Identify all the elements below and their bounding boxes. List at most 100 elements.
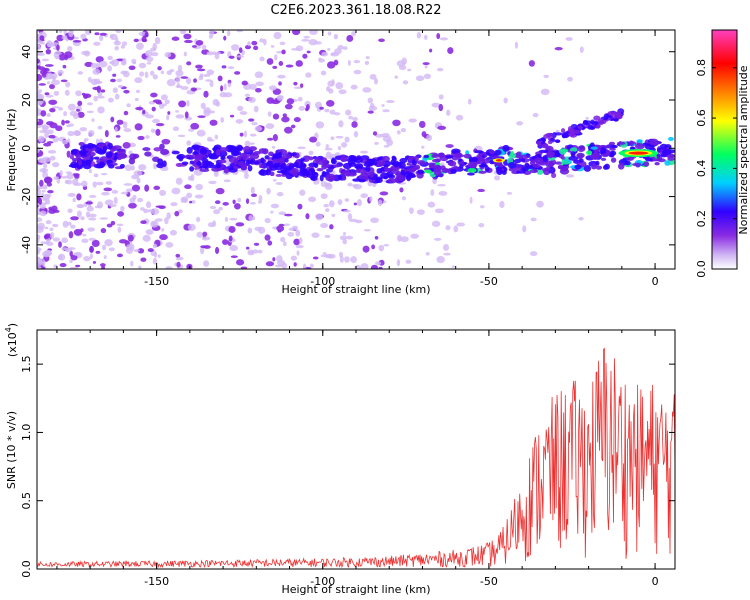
spectrogram-ridge-blob xyxy=(609,147,616,151)
spectrogram-blob xyxy=(77,204,84,209)
spectrogram-ridge-blob xyxy=(632,162,642,167)
spectrogram-ridge-blob xyxy=(274,164,282,171)
spectrogram-ridge-blob xyxy=(447,161,454,166)
spectrogram-ridge-blob xyxy=(220,156,226,161)
spectrogram-blob xyxy=(554,46,563,51)
spectrogram-blob xyxy=(343,231,347,236)
spectrogram-blob xyxy=(37,65,41,70)
spectrogram-blob xyxy=(330,136,335,141)
spectrogram-blob xyxy=(290,255,298,261)
spectrogram-ridge-blob xyxy=(635,143,645,150)
spectrogram-ridge-blob xyxy=(532,164,541,168)
spectrogram-blob xyxy=(159,189,167,197)
spectrogram-blob xyxy=(151,52,159,57)
spectrogram-blob xyxy=(165,266,173,269)
spectrogram-ridge-blob xyxy=(542,155,548,162)
spectrogram-blob xyxy=(347,213,353,221)
spectrogram-blob xyxy=(341,142,348,148)
spectrogram-blob xyxy=(223,35,227,41)
spectrogram-ridge-blob xyxy=(245,159,251,167)
spectrogram-blob xyxy=(215,101,221,107)
spectrogram-ridge-blob xyxy=(365,165,371,172)
spectrogram-ridge-blob xyxy=(75,152,82,160)
spectrogram-blob xyxy=(175,256,184,261)
spectrogram-blob xyxy=(237,197,242,203)
spectrogram-blob xyxy=(494,175,501,181)
spectrogram-blob xyxy=(38,259,43,265)
spectrogram-blob xyxy=(138,164,147,171)
spectrogram-ridge-blob xyxy=(272,155,279,159)
spectrogram-blob xyxy=(301,39,310,42)
spectrogram-blob xyxy=(451,265,456,268)
spectrogram-blob xyxy=(585,116,589,120)
snr-ytick-label: 0.0 xyxy=(20,560,33,578)
spectrogram-blob xyxy=(93,78,101,85)
spectrogram-blob xyxy=(185,77,192,85)
spectrogram-blob xyxy=(248,118,255,122)
spectrogram-blob xyxy=(215,187,225,195)
spectrogram-blob xyxy=(74,174,80,179)
spectrogram-blob xyxy=(116,78,123,83)
spectrogram-blob xyxy=(37,222,45,230)
spectrogram-ridge-blob xyxy=(493,155,499,159)
spectrogram-blob xyxy=(373,78,379,85)
spectrogram-blob xyxy=(107,55,113,61)
snr-ytick-label: 1.5 xyxy=(20,355,33,373)
spectrogram-blob xyxy=(88,168,92,174)
spectrogram-blob xyxy=(203,109,211,117)
spectrogram-ridge-blob xyxy=(586,150,593,155)
spectrogram-ridge-blob xyxy=(308,168,315,173)
spectrogram-blob xyxy=(337,146,342,151)
spectrogram-blob xyxy=(60,175,70,179)
spectrogram-ridge-blob xyxy=(277,152,283,159)
spectrogram-ridge-blob xyxy=(192,151,200,156)
spectrogram-ridge-blob xyxy=(390,159,396,166)
spectrogram-blob xyxy=(147,248,154,253)
spectrogram-blob xyxy=(264,217,271,224)
spectrogram-ridge-blob xyxy=(569,147,578,152)
spectrogram-blob xyxy=(319,106,324,110)
spectrogram-ridge-blob xyxy=(218,159,227,164)
spectrogram-blob xyxy=(506,192,513,195)
spectrogram-blob xyxy=(152,243,158,249)
spectrogram-ridge-blob xyxy=(628,140,634,146)
spectrogram-blob xyxy=(180,76,189,79)
spectrogram-blob xyxy=(92,260,97,264)
spectrogram-blob xyxy=(302,263,307,269)
spectrogram-blob xyxy=(77,100,83,107)
spectrogram-blob xyxy=(437,184,446,187)
spectrogram-blob xyxy=(77,111,85,119)
spectrogram-blob xyxy=(92,68,101,75)
spectrogram-blob xyxy=(177,134,186,138)
spectrogram-blob xyxy=(351,121,358,128)
spectrogram-blob xyxy=(255,87,262,93)
spectrogram-blob xyxy=(543,74,549,79)
spectrogram-blob xyxy=(426,134,433,141)
spectrogram-blob xyxy=(110,116,115,123)
spectrogram-ridge-blob xyxy=(424,169,432,174)
spectrogram-blob xyxy=(138,31,147,36)
spectrogram-blob xyxy=(37,119,40,122)
spectrogram-blob xyxy=(352,183,359,188)
spectrogram-blob xyxy=(49,227,54,232)
spectrogram-ridge-blob xyxy=(342,175,347,181)
spectrogram-blob xyxy=(84,61,94,67)
spectrogram-blob xyxy=(100,89,106,93)
spectrogram-blob xyxy=(339,255,344,263)
spectrogram-blob xyxy=(565,174,575,178)
spectrogram-blob xyxy=(155,205,164,208)
spectrogram-ridge-blob xyxy=(444,168,452,172)
spectrogram-blob xyxy=(113,196,118,205)
spectrogram-ridge-blob xyxy=(531,159,536,163)
spectrogram-blob xyxy=(101,191,110,196)
spectrogram-ridge-blob xyxy=(616,141,626,145)
spectrogram-blob xyxy=(161,228,165,232)
spectrogram-blob xyxy=(374,141,379,145)
spectrogram-ridge-blob xyxy=(369,174,374,178)
spectrogram-blob xyxy=(122,70,130,78)
spectrogram-blob xyxy=(45,72,53,80)
spectrogram-blob xyxy=(153,251,158,258)
spectrogram-ridge-blob xyxy=(303,155,311,159)
spectrogram-ridge-blob xyxy=(299,167,308,173)
